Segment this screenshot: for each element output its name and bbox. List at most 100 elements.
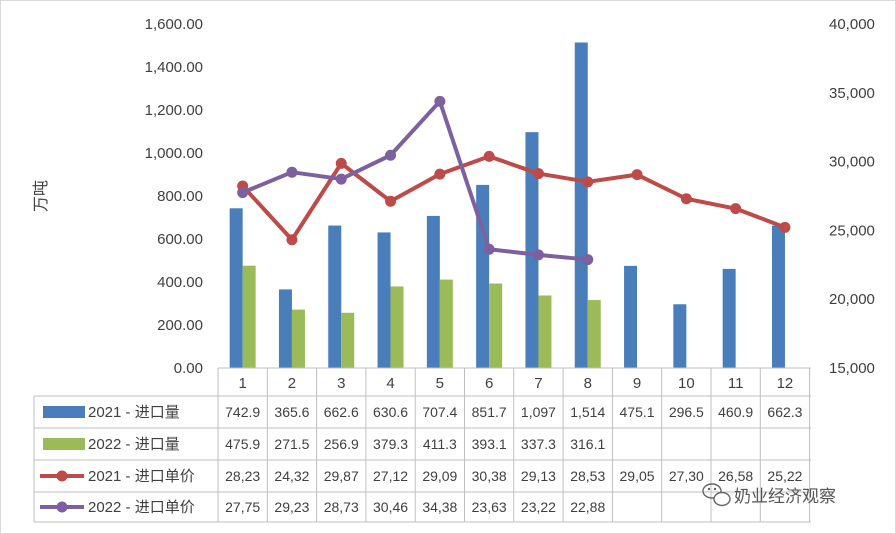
bar-series <box>229 42 785 369</box>
y-right-tick-label: 25,000 <box>829 222 875 239</box>
data-label: 742.9 <box>225 404 260 420</box>
legend-key-bar <box>43 406 85 418</box>
data-label: 1,097 <box>521 404 556 420</box>
data-label: 475.9 <box>225 436 260 452</box>
data-label: 337.3 <box>521 436 556 452</box>
line-point <box>286 166 298 178</box>
x-tick-label: 6 <box>485 375 493 392</box>
y-left-tick-label: 600.00 <box>157 231 203 248</box>
y-right-tick-label: 35,000 <box>829 85 875 102</box>
data-label: 29,09 <box>422 468 457 484</box>
data-label: 707.4 <box>422 404 457 420</box>
legend-label: 2022 - 进口量 <box>88 436 180 453</box>
data-label: 256.9 <box>324 436 359 452</box>
legend-label: 2022 - 进口单价 <box>88 499 195 516</box>
line-point <box>483 243 495 255</box>
bar <box>525 132 539 368</box>
bar <box>538 295 552 368</box>
data-label: 27,30 <box>669 468 704 484</box>
data-label: 271.5 <box>274 436 309 452</box>
legend-key-marker <box>56 501 68 513</box>
data-label: 24,32 <box>274 468 309 484</box>
series-line <box>241 99 588 262</box>
bar <box>439 279 453 368</box>
data-label: 662.6 <box>324 404 359 420</box>
bar <box>229 208 243 368</box>
bar <box>574 42 588 369</box>
line-point <box>385 195 397 207</box>
data-label: 30,38 <box>472 468 507 484</box>
legend-label: 2021 - 进口单价 <box>88 468 195 485</box>
wechat-icon <box>702 483 731 507</box>
legend-key-marker <box>56 470 68 482</box>
legend-key-bar <box>43 438 85 450</box>
line-point <box>779 221 791 233</box>
bar <box>771 225 785 368</box>
watermark: 奶业经济观察 <box>702 483 836 507</box>
x-tick-label: 12 <box>777 375 794 392</box>
x-tick-label: 10 <box>678 375 695 392</box>
data-label: 460.9 <box>718 404 753 420</box>
line-point <box>335 173 347 185</box>
data-label: 411.3 <box>423 436 457 452</box>
line-point <box>237 187 249 199</box>
x-tick-label: 8 <box>584 375 592 392</box>
x-tick-label: 5 <box>436 375 444 392</box>
bar <box>673 304 687 368</box>
y-right-tick-label: 15,000 <box>829 360 875 377</box>
y-left-tick-label: 1,400.00 <box>145 59 203 76</box>
y-axis-left: 0.00 200.00 400.00 600.00 800.00 1,000.00 1,20… <box>145 16 203 377</box>
line-point <box>631 169 643 181</box>
line-point <box>730 203 742 215</box>
bar <box>390 286 404 368</box>
x-tick-label: 2 <box>288 375 296 392</box>
x-tick-label: 1 <box>238 375 246 392</box>
bar <box>341 312 355 368</box>
y-left-tick-label: 200.00 <box>157 317 203 334</box>
bar <box>476 184 490 368</box>
bar <box>426 215 440 368</box>
legend-label: 2021 - 进口量 <box>88 404 180 421</box>
y-left-tick-label: 0.00 <box>174 360 203 377</box>
y-left-tick-label: 1,000.00 <box>145 145 203 162</box>
x-tick-label: 7 <box>534 375 542 392</box>
data-label: 28,23 <box>225 468 260 484</box>
line-point <box>434 168 446 180</box>
data-label: 29,13 <box>521 468 556 484</box>
data-label: 30,46 <box>373 499 408 515</box>
data-label: 25,22 <box>767 468 802 484</box>
bar <box>722 268 736 368</box>
data-label: 316.1 <box>570 436 605 452</box>
bar <box>278 289 292 368</box>
x-tick-label: 9 <box>633 375 641 392</box>
data-label: 296.5 <box>669 404 704 420</box>
line-point <box>335 157 347 169</box>
data-label: 27,12 <box>373 468 408 484</box>
data-label: 630.6 <box>373 404 408 420</box>
line-point <box>582 176 594 188</box>
data-label: 26,58 <box>718 468 753 484</box>
y-axis-right: 15,000 20,000 25,000 30,000 35,000 40,000 <box>829 16 875 377</box>
data-label: 23,63 <box>472 499 507 515</box>
bar <box>587 300 601 368</box>
line-point <box>483 150 495 162</box>
data-label: 23,22 <box>521 499 556 515</box>
data-label: 34,38 <box>422 499 457 515</box>
y-right-tick-label: 20,000 <box>829 291 875 308</box>
bar <box>291 309 305 368</box>
line-point <box>532 168 544 180</box>
line-point <box>532 249 544 261</box>
bar <box>489 283 503 368</box>
data-label: 29,05 <box>620 468 655 484</box>
data-label: 27,75 <box>225 499 260 515</box>
y-left-tick-label: 1,200.00 <box>145 102 203 119</box>
bar <box>624 265 638 368</box>
y-left-tick-label: 800.00 <box>157 188 203 205</box>
data-label: 475.1 <box>620 404 655 420</box>
data-label: 379.3 <box>373 436 408 452</box>
data-label: 393.1 <box>472 436 507 452</box>
data-label: 365.6 <box>274 404 309 420</box>
bar <box>328 225 342 368</box>
